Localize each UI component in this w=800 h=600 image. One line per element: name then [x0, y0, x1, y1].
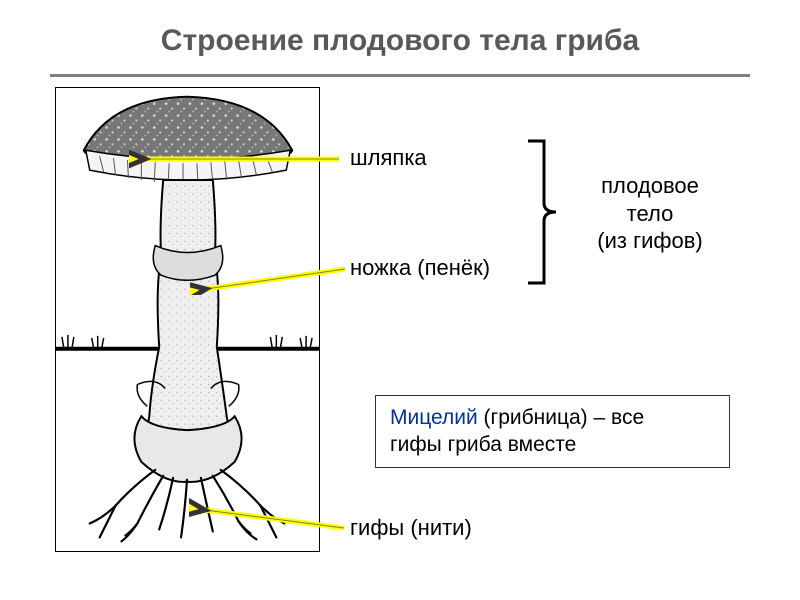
label-stem: ножка (пенёк)	[350, 255, 490, 281]
label-fruit-body: плодовое тело (из гифов)	[580, 172, 720, 255]
callout-line2: гифы гриба вместе	[390, 431, 715, 458]
callout-term-after: (грибница) – все	[478, 406, 644, 429]
title-underline	[50, 74, 750, 77]
mushroom-illustration	[55, 87, 320, 552]
page-title: Строение плодового тела гриба	[0, 0, 800, 66]
label-hyphae: гифы (нити)	[350, 515, 472, 541]
callout-term: Мицелий	[390, 406, 478, 429]
callout-line1: Мицелий (грибница) – все	[390, 404, 715, 431]
fruit-body-line1: плодовое	[580, 172, 720, 200]
bracket-fruit-body	[522, 135, 572, 290]
fruit-body-line2: тело	[580, 200, 720, 228]
label-cap: шляпка	[350, 145, 427, 171]
callout-mycelium: Мицелий (грибница) – все гифы гриба вмес…	[375, 395, 730, 468]
fruit-body-line3: (из гифов)	[580, 227, 720, 255]
